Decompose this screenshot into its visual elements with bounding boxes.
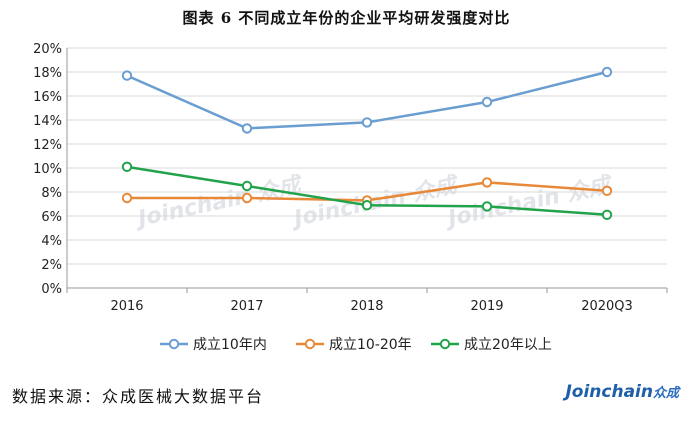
legend-marker [439,338,451,350]
watermark-2: Joinchain 众成 [288,171,463,232]
y-tick-label: 10% [33,162,62,177]
x-tick-label: 2018 [350,299,383,314]
y-tick-labels: 0% 2% 4% 6% 8% 10% 12% 14% 16% 18% 20% [33,42,62,297]
legend-item-3: 成立20年以上 [431,337,552,353]
data-point [121,161,133,173]
legend-marker [168,338,180,350]
watermark-3: Joinchain 众成 [442,171,617,232]
chart-title: 图表 6 不同成立年份的企业平均研发强度对比 [182,9,511,27]
data-point [481,201,493,212]
y-tick-label: 2% [41,258,62,273]
data-point [601,209,613,221]
y-tick-label: 0% [41,282,62,297]
data-point [601,66,613,78]
x-tick-labels: 2016 2017 2018 2019 2020Q3 [110,299,632,314]
data-point [241,192,253,204]
legend-item-1: 成立10年内 [160,337,267,353]
data-point [241,123,253,134]
axes [66,48,668,293]
y-tick-label: 8% [41,186,62,201]
y-tick-label: 18% [33,66,62,81]
y-tick-label: 6% [41,210,62,225]
x-tick-label: 2016 [110,299,143,314]
x-tick-label: 2017 [230,299,263,314]
legend-label: 成立10年内 [193,337,267,353]
brand-name: Joinchain [565,382,653,402]
data-point [601,185,613,197]
data-point [241,180,253,192]
y-tick-label: 16% [33,90,62,105]
series-1 [121,66,613,134]
series-3 [121,161,613,221]
source-note: 数据来源：众成医械大数据平台 [12,387,265,406]
x-tick-label: 2020Q3 [581,299,633,314]
legend-label: 成立10-20年 [329,337,412,353]
data-point [481,177,493,188]
data-point [481,96,493,108]
legend-marker [304,338,316,350]
series-layer [121,66,613,221]
legend-item-2: 成立10-20年 [296,337,412,353]
data-point [121,70,133,81]
x-tick-label: 2019 [470,299,503,314]
legend-label: 成立20年以上 [464,337,552,353]
y-tick-label: 14% [33,114,62,129]
legend: 成立10年内 成立10-20年 成立20年以上 [160,337,552,353]
y-tick-label: 4% [41,234,62,249]
y-tick-label: 20% [33,42,62,57]
data-point [361,200,373,211]
brand-logo: Joinchain众成 [565,382,679,402]
data-point [121,192,133,204]
brand-suffix: 众成 [652,386,679,401]
y-tick-label: 12% [33,138,62,153]
data-point [361,117,373,128]
